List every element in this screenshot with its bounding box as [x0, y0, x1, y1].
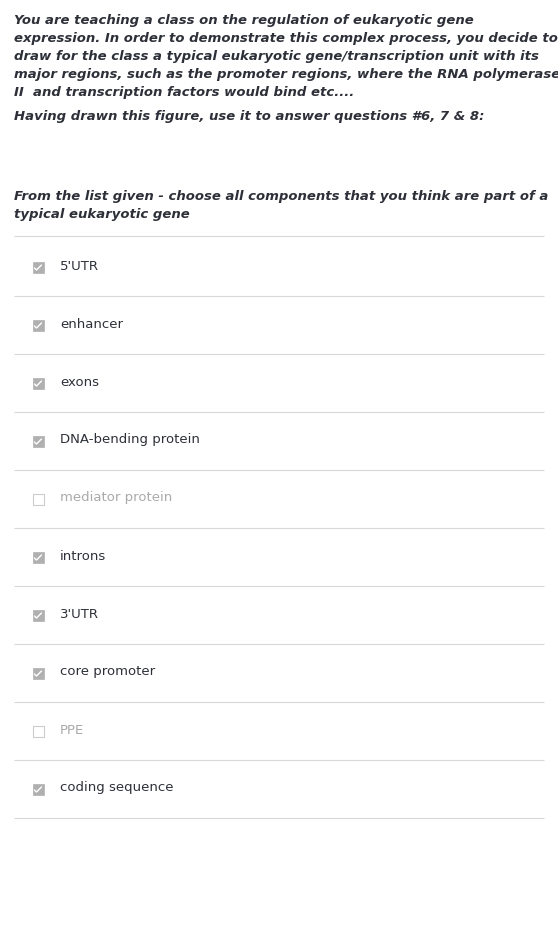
Text: typical eukaryotic gene: typical eukaryotic gene	[14, 208, 190, 221]
Text: coding sequence: coding sequence	[60, 782, 174, 795]
Bar	[32, 725, 44, 737]
Text: core promoter: core promoter	[60, 665, 155, 679]
Text: DNA-bending protein: DNA-bending protein	[60, 433, 200, 446]
Bar	[32, 783, 44, 795]
Text: 5'UTR: 5'UTR	[60, 259, 99, 272]
Text: PPE: PPE	[60, 724, 84, 737]
Text: From the list given - choose all components that you think are part of a: From the list given - choose all compone…	[14, 190, 549, 203]
Bar	[32, 377, 44, 388]
Bar	[32, 435, 44, 446]
Text: exons: exons	[60, 375, 99, 388]
Bar	[32, 667, 44, 679]
Text: expression. In order to demonstrate this complex process, you decide to: expression. In order to demonstrate this…	[14, 32, 558, 45]
Text: enhancer: enhancer	[60, 317, 123, 330]
Text: II  and transcription factors would bind etc....: II and transcription factors would bind …	[14, 86, 354, 99]
Bar	[32, 319, 44, 330]
Text: Having drawn this figure, use it to answer questions #6, 7 & 8:: Having drawn this figure, use it to answ…	[14, 110, 484, 123]
Bar	[32, 261, 44, 272]
Text: mediator protein: mediator protein	[60, 491, 172, 505]
Text: draw for the class a typical eukaryotic gene/transcription unit with its: draw for the class a typical eukaryotic …	[14, 50, 539, 63]
Bar	[32, 609, 44, 621]
Text: introns: introns	[60, 549, 106, 563]
Text: You are teaching a class on the regulation of eukaryotic gene: You are teaching a class on the regulati…	[14, 14, 474, 27]
Bar	[32, 493, 44, 505]
Bar	[32, 551, 44, 563]
Text: major regions, such as the promoter regions, where the RNA polymerase: major regions, such as the promoter regi…	[14, 68, 558, 81]
Text: 3'UTR: 3'UTR	[60, 607, 99, 621]
